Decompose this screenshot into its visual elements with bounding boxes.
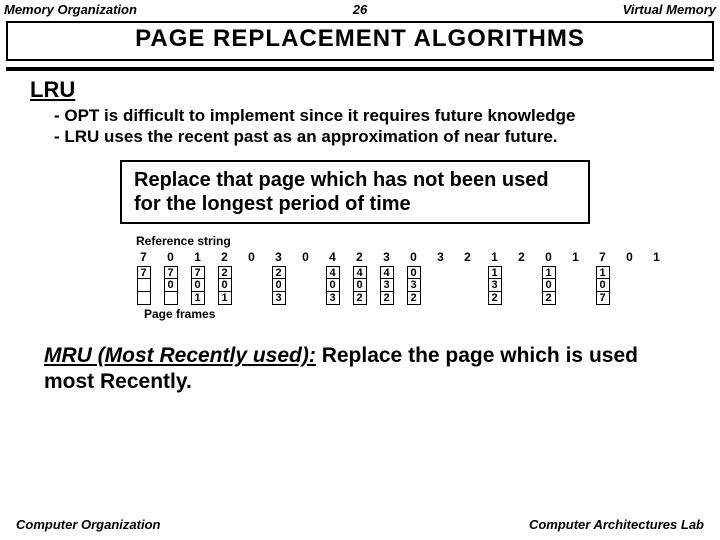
footer-left: Computer Organization bbox=[16, 517, 160, 532]
ref-cell: 3 bbox=[265, 250, 292, 264]
section-heading: LRU bbox=[30, 77, 690, 103]
ref-cell: 2 bbox=[211, 250, 238, 264]
frame-cell bbox=[164, 291, 178, 305]
frame-column: 032 bbox=[400, 266, 427, 304]
bullet-2: - LRU uses the recent past as an approxi… bbox=[54, 126, 690, 147]
ref-cell: 0 bbox=[292, 250, 319, 264]
footer: Computer Organization Computer Architect… bbox=[0, 517, 720, 532]
footer-right: Computer Architectures Lab bbox=[529, 517, 704, 532]
ref-cell: 7 bbox=[589, 250, 616, 264]
frame-column: 432 bbox=[373, 266, 400, 304]
frame-cell: 3 bbox=[326, 291, 340, 305]
frame-column bbox=[238, 266, 265, 304]
frame-cell: 2 bbox=[488, 291, 502, 305]
mru-paragraph: MRU (Most Recently used): Replace the pa… bbox=[44, 343, 676, 396]
bullet-1: - OPT is difficult to implement since it… bbox=[54, 105, 690, 126]
page-frames-row: 770701201203403402432032132102107 bbox=[130, 266, 690, 304]
frame-column: 403 bbox=[319, 266, 346, 304]
mru-label: MRU (Most Recently used): bbox=[44, 344, 316, 367]
frame-column bbox=[643, 266, 670, 304]
frame-column: 107 bbox=[589, 266, 616, 304]
header-right: Virtual Memory bbox=[623, 2, 716, 17]
ref-cell: 1 bbox=[481, 250, 508, 264]
frame-column: 102 bbox=[535, 266, 562, 304]
frame-column: 402 bbox=[346, 266, 373, 304]
ref-cell: 2 bbox=[346, 250, 373, 264]
frame-column bbox=[427, 266, 454, 304]
main-title: PAGE REPLACEMENT ALGORITHMS bbox=[8, 25, 712, 53]
ref-cell: 1 bbox=[562, 250, 589, 264]
ref-cell: 0 bbox=[616, 250, 643, 264]
frame-cell bbox=[137, 291, 151, 305]
frame-column: 701 bbox=[184, 266, 211, 304]
ref-cell: 0 bbox=[535, 250, 562, 264]
frame-column bbox=[292, 266, 319, 304]
frame-cell: 1 bbox=[191, 291, 205, 305]
rule-text: Replace that page which has not been use… bbox=[134, 168, 576, 216]
frame-column: 203 bbox=[265, 266, 292, 304]
frame-column: 7 bbox=[130, 266, 157, 304]
frame-cell: 2 bbox=[353, 291, 367, 305]
frame-cell: 2 bbox=[407, 291, 421, 305]
rule-box: Replace that page which has not been use… bbox=[120, 160, 590, 224]
ref-cell: 7 bbox=[130, 250, 157, 264]
frame-cell: 2 bbox=[380, 291, 394, 305]
ref-cell: 2 bbox=[454, 250, 481, 264]
frame-column bbox=[508, 266, 535, 304]
content: LRU - OPT is difficult to implement sinc… bbox=[0, 71, 720, 396]
frame-cell: 3 bbox=[272, 291, 286, 305]
frame-cell: 2 bbox=[542, 291, 556, 305]
ref-cell: 2 bbox=[508, 250, 535, 264]
page-number: 26 bbox=[353, 2, 367, 17]
ref-cell: 0 bbox=[238, 250, 265, 264]
reference-string-row: 70120304230321201701 bbox=[130, 250, 690, 264]
frame-column bbox=[616, 266, 643, 304]
title-box: PAGE REPLACEMENT ALGORITHMS bbox=[6, 21, 714, 61]
frame-cell: 7 bbox=[596, 291, 610, 305]
page-frames-label: Page frames bbox=[144, 307, 690, 321]
ref-cell: 1 bbox=[643, 250, 670, 264]
ref-cell: 1 bbox=[184, 250, 211, 264]
frame-column: 201 bbox=[211, 266, 238, 304]
ref-cell: 3 bbox=[373, 250, 400, 264]
ref-cell: 4 bbox=[319, 250, 346, 264]
frame-column bbox=[562, 266, 589, 304]
header-left: Memory Organization bbox=[4, 2, 137, 17]
frame-column bbox=[454, 266, 481, 304]
ref-cell: 0 bbox=[157, 250, 184, 264]
frame-cell: 1 bbox=[218, 291, 232, 305]
ref-cell: 3 bbox=[427, 250, 454, 264]
frame-column: 70 bbox=[157, 266, 184, 304]
frame-column: 132 bbox=[481, 266, 508, 304]
ref-cell: 0 bbox=[400, 250, 427, 264]
reference-string-label: Reference string bbox=[136, 234, 690, 248]
